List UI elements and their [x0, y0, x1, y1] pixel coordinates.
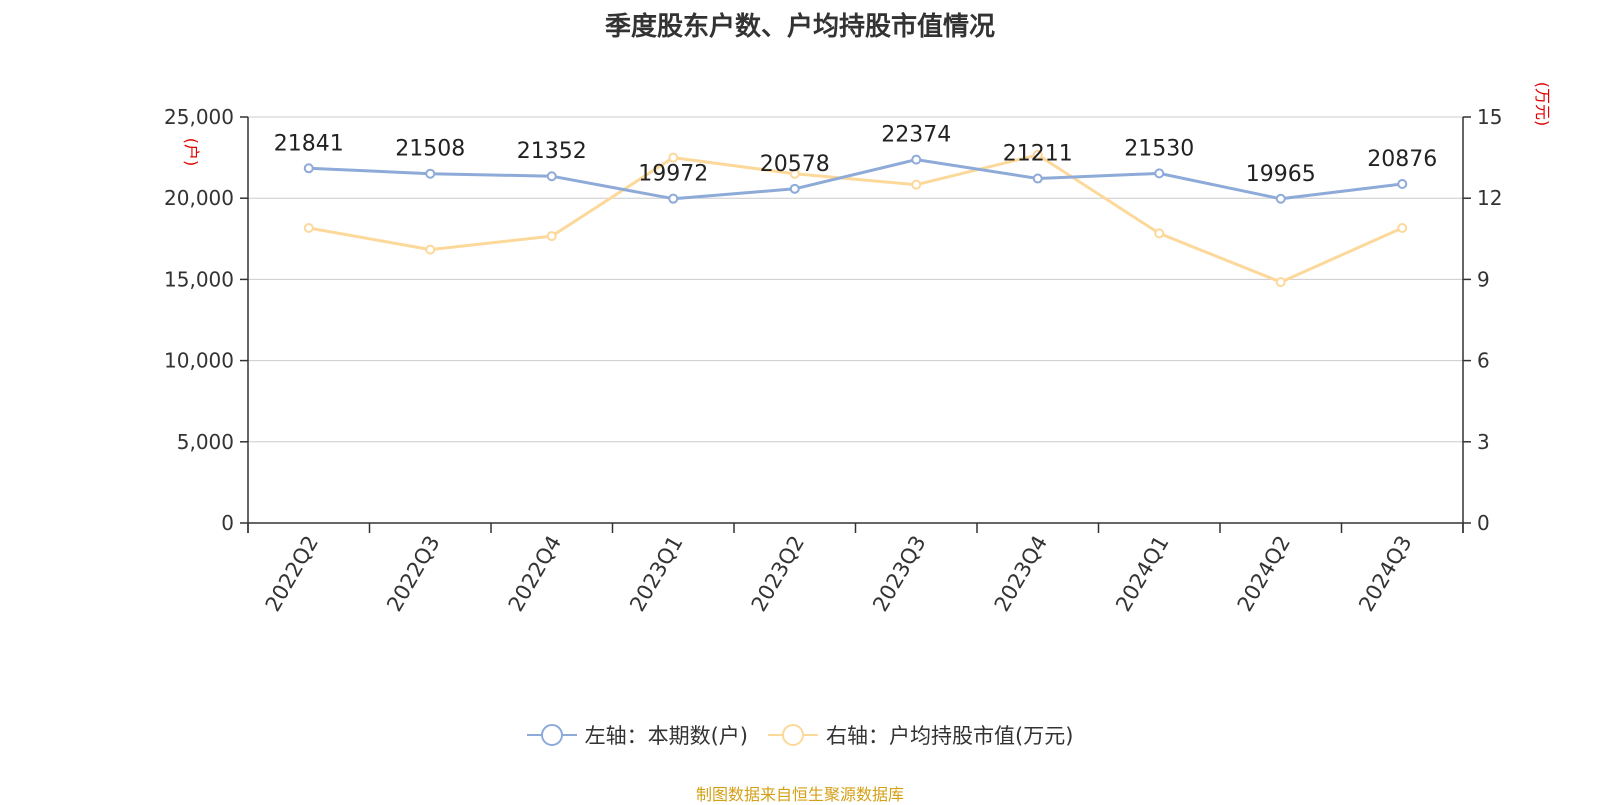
source-note: 制图数据来自恒生聚源数据库 [695, 785, 904, 804]
left-axis-tick-label: 10,000 [164, 349, 234, 373]
right-axis-tick-label: 0 [1477, 511, 1490, 535]
axes: 0 0 5,000 3 10,000 6 15,000 9 20,000 12 25,000 15 20… [164, 82, 1552, 616]
data-point-right [1275, 277, 1286, 288]
legend: 左轴：本期数(户) 右轴：户均持股市值(万元) [0, 720, 1600, 750]
data-point-right [1032, 149, 1043, 160]
data-point-right [1154, 228, 1165, 239]
legend-item-left-series[interactable]: 左轴：本期数(户) [526, 720, 748, 750]
right-axis-tick-label: 15 [1477, 105, 1502, 129]
right-axis-tick-label: 9 [1477, 267, 1490, 291]
legend-marker-yellow-icon [768, 724, 818, 746]
data-label: 21352 [517, 139, 587, 164]
data-point-left [668, 193, 679, 204]
left-axis-tick-label: 5,000 [177, 430, 234, 454]
data-labels: 21841 21508 21352 19972 20578 22374 21211 21530… [274, 123, 1438, 187]
data-point-left [1032, 173, 1043, 184]
left-axis-tick-label: 25,000 [164, 105, 234, 129]
data-label: 20876 [1367, 147, 1437, 172]
legend-label-left-series: 左轴：本期数(户) [584, 724, 748, 748]
data-point-right [668, 152, 679, 163]
data-point-left [303, 163, 314, 174]
data-label: 19965 [1246, 162, 1316, 187]
data-point-left [1154, 168, 1165, 179]
left-axis-tick-label: 15,000 [164, 267, 234, 291]
x-axis-tick-label: 2024Q3 [1354, 532, 1416, 616]
data-point-left [546, 171, 557, 182]
data-point-right [789, 168, 800, 179]
data-point-left [1275, 193, 1286, 204]
data-point-right [911, 179, 922, 190]
data-point-right [425, 244, 436, 255]
right-axis-tick-label: 6 [1477, 349, 1490, 373]
legend-label-right-series: 右轴：户均持股市值(万元) [826, 724, 1074, 748]
right-axis-tick-label: 12 [1477, 186, 1502, 210]
x-axis-tick-label: 2023Q2 [747, 532, 809, 616]
data-label: 22374 [881, 123, 951, 148]
data-point-left [911, 154, 922, 165]
chart-title: 季度股东户数、户均持股市值情况 [604, 12, 995, 42]
left-axis-unit-label: (户) [182, 138, 201, 167]
data-point-right [1397, 222, 1408, 233]
left-axis-tick-label: 0 [221, 511, 234, 535]
data-label: 21530 [1124, 136, 1194, 161]
data-label: 21508 [395, 137, 465, 162]
grid-lines [248, 116, 1463, 443]
data-point-left [425, 168, 436, 179]
data-label: 21841 [274, 131, 344, 156]
left-axis-tick-label: 20,000 [164, 186, 234, 210]
data-label: 20578 [760, 152, 830, 177]
data-point-right [546, 231, 557, 242]
x-axis-tick-label: 2023Q3 [868, 532, 930, 616]
legend-item-right-series[interactable]: 右轴：户均持股市值(万元) [768, 720, 1073, 750]
x-axis-tick-label: 2023Q1 [625, 532, 687, 616]
legend-marker-blue-icon [526, 724, 577, 746]
right-axis-tick-label: 3 [1477, 430, 1490, 454]
data-point-left [789, 183, 800, 194]
x-axis-tick-label: 2023Q4 [990, 532, 1052, 616]
x-axis-tick-label: 2022Q3 [382, 532, 444, 616]
series-line-right [308, 153, 1403, 284]
right-axis-unit-label: (万元) [1533, 82, 1552, 127]
x-axis-tick-label: 2022Q4 [504, 532, 566, 616]
x-axis-tick-label: 2024Q2 [1233, 532, 1295, 616]
data-label: 21211 [1003, 142, 1073, 167]
data-label: 19972 [638, 162, 708, 187]
x-axis-tick-label: 2022Q2 [261, 532, 323, 616]
x-axis-tick-label: 2024Q1 [1111, 532, 1173, 616]
series-line-left [308, 158, 1403, 201]
data-point-right [303, 222, 314, 233]
series-lines [303, 149, 1408, 288]
data-point-left [1397, 178, 1408, 189]
